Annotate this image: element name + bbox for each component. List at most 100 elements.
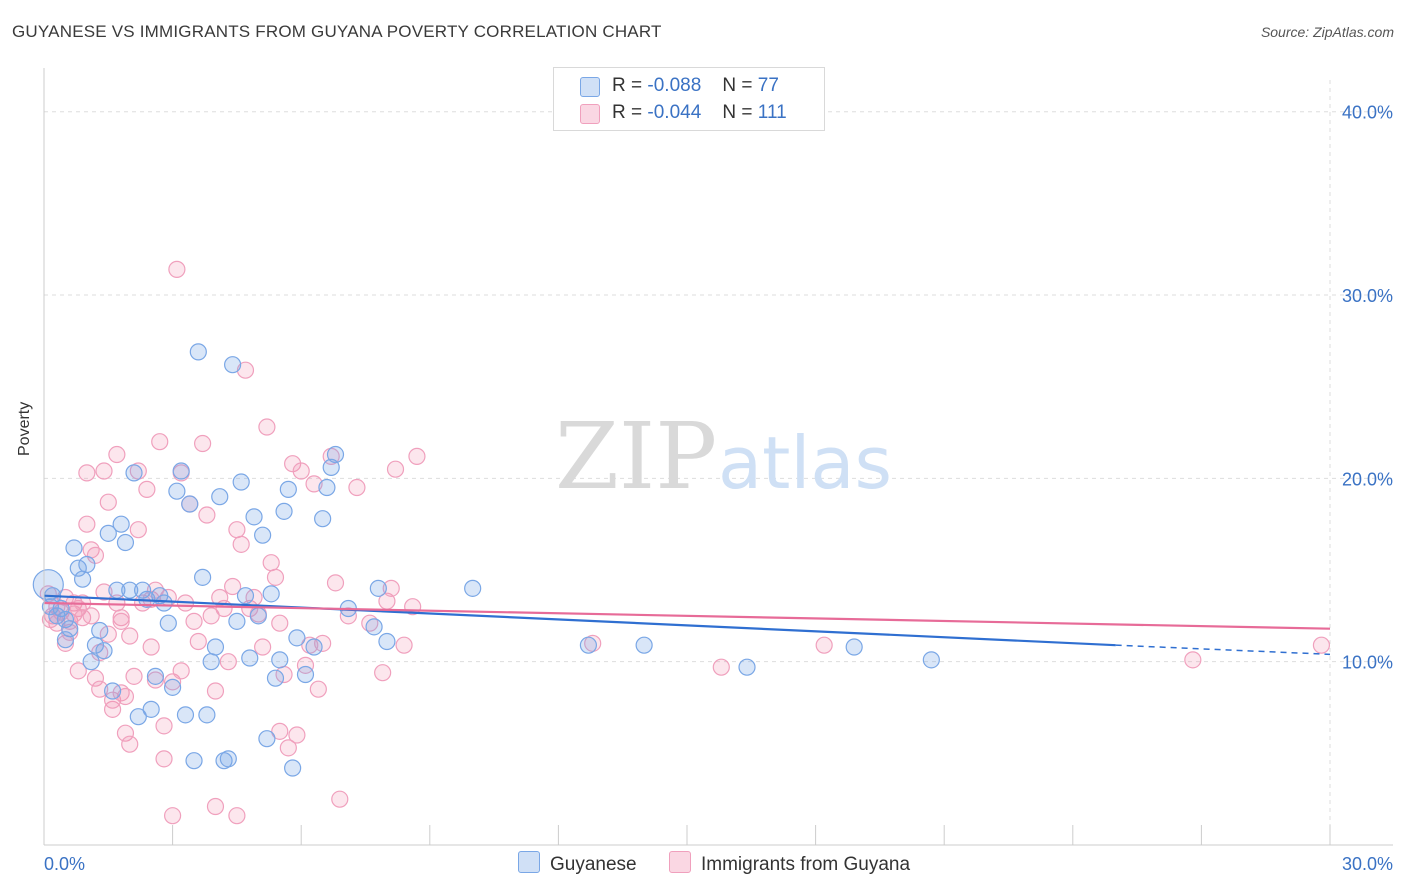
data-point-guyanese bbox=[95, 642, 113, 660]
data-point-immigrants bbox=[206, 797, 225, 816]
data-point-immigrants bbox=[296, 656, 315, 674]
data-point-immigrants bbox=[279, 739, 297, 757]
data-point-guyanese bbox=[99, 524, 117, 542]
data-point-guyanese bbox=[133, 581, 152, 599]
data-point-immigrants bbox=[155, 717, 173, 735]
data-point-guyanese bbox=[258, 730, 276, 748]
data-point-immigrants bbox=[712, 658, 730, 676]
axes: 0.0% 30.0% bbox=[43, 68, 1393, 874]
x-tick-label: 0.0% bbox=[44, 854, 85, 874]
data-point-guyanese bbox=[271, 651, 289, 669]
data-point-immigrants bbox=[408, 447, 426, 465]
data-point-immigrants bbox=[271, 614, 289, 632]
data-point-immigrants bbox=[309, 680, 327, 698]
data-point-immigrants bbox=[305, 475, 323, 493]
legend-r-label: R = bbox=[612, 75, 643, 96]
bottom-legend-guyanese: Guyanese bbox=[518, 851, 637, 876]
data-point-immigrants bbox=[194, 434, 212, 453]
data-point-guyanese bbox=[365, 618, 383, 636]
data-point-guyanese bbox=[279, 480, 297, 498]
stats-legend: R = -0.088 N = 77 R = -0.044 N = 111 bbox=[553, 67, 825, 131]
data-point-guyanese bbox=[249, 607, 267, 625]
data-point-immigrants bbox=[224, 577, 242, 596]
data-point-immigrants bbox=[116, 687, 135, 706]
data-point-guyanese bbox=[275, 502, 293, 520]
data-point-immigrants bbox=[228, 521, 246, 539]
data-point-immigrants bbox=[348, 478, 366, 497]
x-tick-label: 30.0% bbox=[1342, 854, 1393, 874]
data-point-immigrants bbox=[331, 790, 349, 808]
data-point-immigrants bbox=[129, 521, 147, 539]
data-point-guyanese bbox=[219, 750, 237, 768]
legend-swatch-blue bbox=[518, 851, 540, 873]
data-point-guyanese bbox=[464, 579, 482, 597]
data-point-guyanese bbox=[146, 667, 165, 685]
trend-line-immigrants bbox=[43, 601, 1331, 630]
data-point-immigrants bbox=[142, 638, 160, 656]
data-point-guyanese bbox=[236, 587, 255, 605]
legend-swatch-blue bbox=[580, 77, 600, 97]
data-point-immigrants bbox=[314, 634, 332, 652]
data-point-immigrants bbox=[146, 671, 165, 689]
data-point-guyanese bbox=[254, 526, 272, 544]
data-point-immigrants bbox=[228, 807, 246, 825]
data-point-immigrants bbox=[78, 515, 96, 533]
legend-n-value: 111 bbox=[757, 102, 787, 123]
data-point-guyanese bbox=[189, 343, 207, 361]
data-point-immigrants bbox=[326, 574, 345, 592]
data-point-immigrants bbox=[112, 609, 130, 627]
data-point-immigrants bbox=[172, 662, 190, 680]
chart-title: GUYANESE VS IMMIGRANTS FROM GUYANA POVER… bbox=[12, 22, 662, 41]
legend-label-immigrants: Immigrants from Guyana bbox=[701, 854, 911, 875]
data-point-immigrants bbox=[185, 612, 203, 630]
data-point-guyanese bbox=[56, 610, 75, 629]
data-point-immigrants bbox=[232, 535, 250, 553]
data-point-immigrants bbox=[266, 568, 285, 586]
data-point-guyanese bbox=[211, 488, 229, 506]
y-tick-label: 40.0% bbox=[1342, 103, 1393, 123]
data-point-guyanese bbox=[579, 636, 598, 654]
data-point-guyanese bbox=[181, 495, 199, 513]
data-point-guyanese bbox=[369, 579, 387, 597]
data-point-immigrants bbox=[382, 579, 400, 597]
data-point-immigrants bbox=[108, 445, 126, 464]
legend-label-guyanese: Guyanese bbox=[550, 854, 637, 875]
data-point-guyanese bbox=[112, 515, 130, 533]
data-point-guyanese bbox=[176, 706, 195, 724]
data-point-immigrants bbox=[271, 722, 289, 740]
data-point-immigrants bbox=[395, 636, 413, 654]
data-point-guyanese bbox=[318, 478, 336, 497]
data-point-immigrants bbox=[219, 653, 237, 671]
data-point-guyanese bbox=[296, 665, 315, 684]
data-point-guyanese bbox=[73, 570, 92, 588]
trend-line-guyanese-extension bbox=[1115, 644, 1331, 656]
data-point-immigrants bbox=[95, 462, 113, 480]
data-point-guyanese bbox=[142, 700, 160, 718]
legend-n-label: N = bbox=[722, 75, 753, 96]
data-point-guyanese bbox=[922, 651, 940, 669]
data-point-guyanese bbox=[32, 569, 64, 601]
data-point-guyanese bbox=[288, 629, 306, 647]
data-point-guyanese bbox=[245, 508, 263, 526]
data-point-immigrants bbox=[138, 480, 156, 498]
data-point-immigrants bbox=[82, 607, 100, 625]
data-point-guyanese bbox=[65, 539, 83, 557]
data-point-guyanese bbox=[635, 636, 653, 654]
data-point-immigrants bbox=[78, 464, 96, 482]
data-point-immigrants bbox=[151, 433, 169, 451]
data-point-immigrants bbox=[1184, 651, 1202, 669]
data-point-guyanese bbox=[845, 638, 863, 656]
data-point-guyanese bbox=[61, 620, 79, 638]
bottom-legend-immigrants: Immigrants from Guyana bbox=[669, 851, 910, 876]
data-point-guyanese bbox=[121, 581, 139, 599]
data-point-guyanese bbox=[172, 462, 190, 480]
data-point-guyanese bbox=[194, 568, 212, 586]
data-point-immigrants bbox=[236, 361, 255, 379]
data-point-guyanese bbox=[305, 638, 323, 656]
data-point-immigrants bbox=[202, 607, 220, 625]
data-point-immigrants bbox=[116, 724, 135, 742]
data-point-guyanese bbox=[198, 706, 216, 724]
trend-lines bbox=[43, 594, 1331, 656]
watermark-atlas: atlas bbox=[718, 421, 892, 505]
y-tick-label: 30.0% bbox=[1342, 286, 1393, 306]
